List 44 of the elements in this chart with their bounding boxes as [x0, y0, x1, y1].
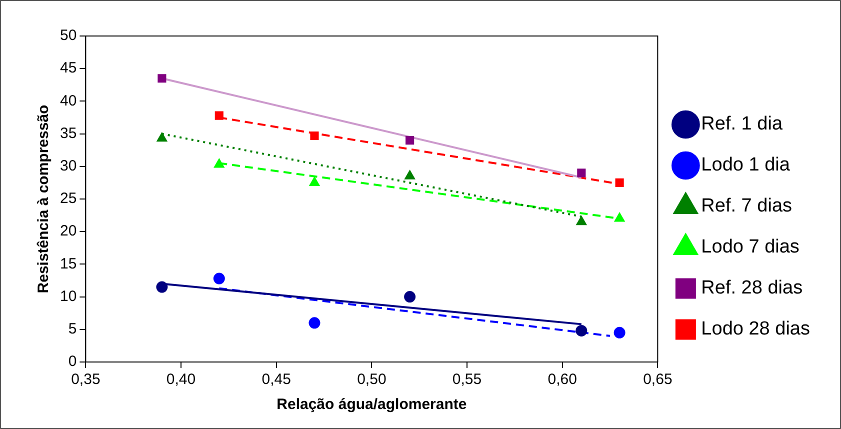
point: [404, 291, 416, 303]
y-tick-label: 15: [60, 255, 77, 272]
y-tick-label: 45: [60, 60, 77, 77]
x-tick-label: 0,35: [71, 371, 100, 388]
point: [310, 131, 319, 140]
y-tick-label: 10: [60, 288, 77, 305]
legend-label: Ref. 28 dias: [701, 278, 803, 299]
y-tick-label: 35: [60, 124, 77, 142]
legend-label: Lodo 1 dia: [701, 154, 790, 176]
point: [214, 158, 224, 168]
point: [576, 324, 588, 336]
point: [406, 136, 414, 145]
point: [614, 326, 626, 338]
y-tick-label: 20: [60, 222, 77, 240]
legend-label: Ref. 1 dia: [701, 114, 783, 135]
point: [576, 216, 586, 226]
point: [158, 74, 166, 83]
legend-label: Ref. 7 dias: [701, 196, 792, 217]
point: [156, 132, 168, 142]
y-tick-label: 0: [68, 353, 77, 370]
point: [214, 111, 224, 120]
point: [404, 170, 415, 180]
y-tick-label: 25: [60, 190, 77, 208]
x-tick-label: 0,45: [262, 371, 291, 388]
x-axis-title: Relação água/aglomerante: [276, 396, 467, 414]
legend-label: Lodo 7 dias: [701, 236, 800, 258]
point: [614, 212, 625, 222]
x-tick-label: 0,60: [548, 371, 577, 388]
point: [309, 176, 320, 186]
y-tick-label: 5: [68, 320, 77, 338]
point: [213, 272, 225, 284]
y-tick-label: 30: [60, 158, 77, 175]
point: [308, 317, 320, 329]
x-tick-label: 0,55: [452, 371, 482, 388]
x-tick-label: 0,65: [643, 371, 672, 388]
point: [615, 178, 624, 187]
x-tick-label: 0,50: [357, 371, 386, 388]
legend-label: Lodo 28 dias: [701, 318, 810, 340]
y-axis-title: Resistência à compressão: [35, 104, 52, 294]
point: [156, 281, 168, 293]
y-tick-label: 50: [60, 27, 77, 44]
y-tick-label: 40: [60, 92, 77, 110]
x-tick-label: 0,40: [166, 371, 196, 388]
point: [577, 168, 586, 178]
